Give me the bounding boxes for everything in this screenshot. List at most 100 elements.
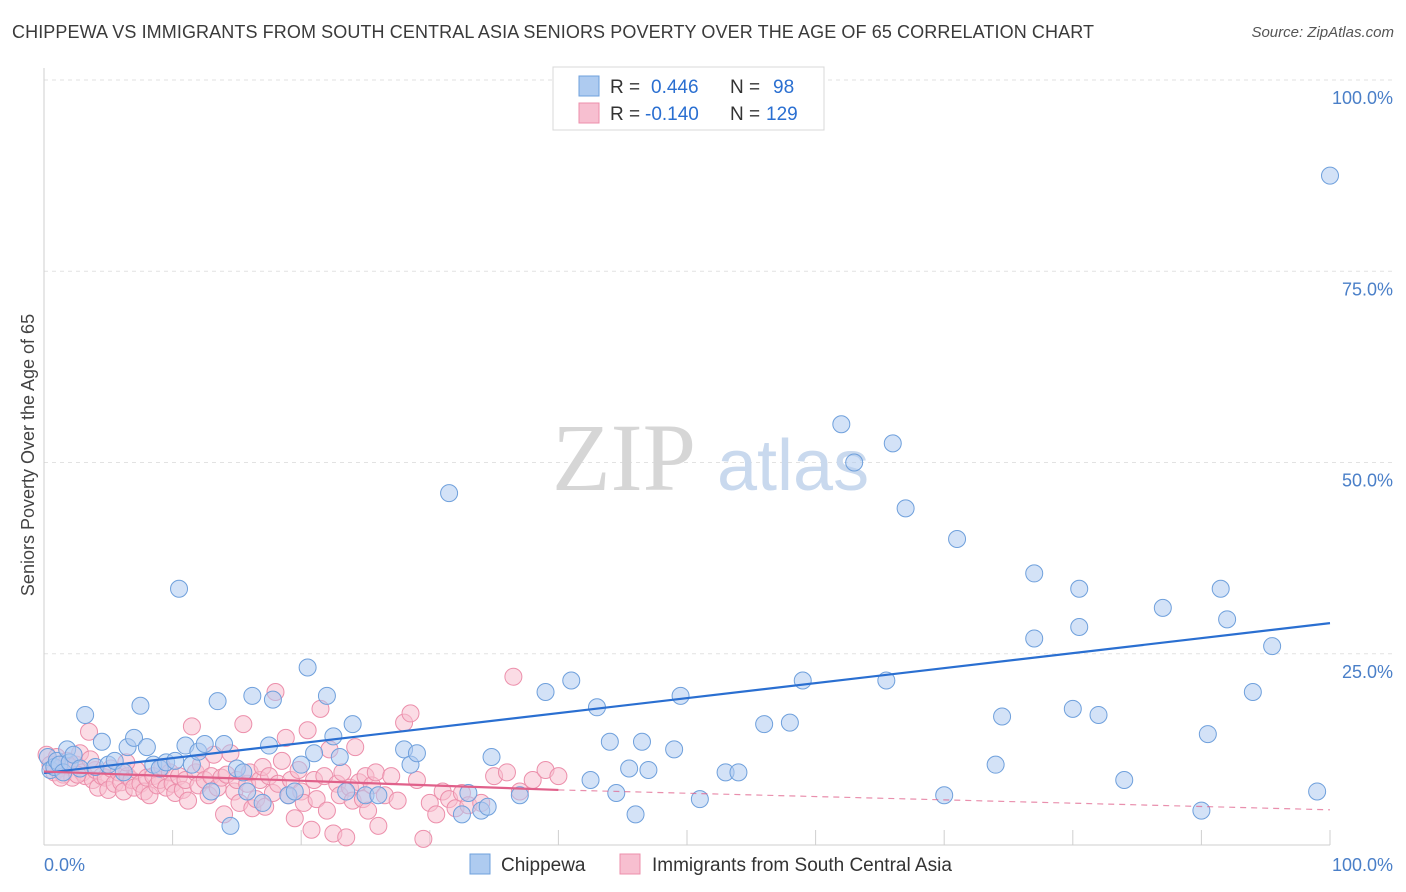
immigrants-point-93 [337,828,356,847]
chippewa-point-61 [510,786,529,805]
chippewa-point-90 [1025,629,1044,648]
immigrants-point-87 [317,801,336,820]
legend-r-value-1: 0.446 [651,77,699,98]
chippewa-point-81 [845,453,864,472]
trend-lines [43,622,1331,811]
immigrants-point-92 [333,763,352,782]
legend-n-value-2: 129 [766,104,798,125]
chippewa-point-56 [452,805,471,824]
chippewa-point-35 [238,782,257,801]
chippewa-point-84 [896,499,915,518]
immigrants-point-45 [182,717,201,736]
chippewa-point-19 [137,738,156,757]
chippewa-point-98 [1198,725,1217,744]
chippewa-point-70 [632,732,651,751]
immigrants-point-100 [359,801,378,820]
chippewa-point-78 [780,713,799,732]
chippewa-point-91 [1063,699,1082,718]
chippewa-point-45 [317,686,336,705]
chippewa-point-94 [1089,705,1108,724]
chippewa-point-69 [626,805,645,824]
immigrants-point-61 [234,715,253,734]
x-tick-labels: 0.0% 100.0% [44,855,1393,875]
chippewa-point-36 [243,686,262,705]
chippewa-point-87 [986,755,1005,774]
immigrants-point-121 [504,667,523,686]
chippewa-point-73 [671,686,690,705]
immigrants-point-74 [276,728,295,747]
legend-swatch-chippewa [578,75,600,97]
chippewa-point-12 [92,732,111,751]
series-chippewa-points [38,166,1339,835]
immigrants-point-110 [414,829,433,848]
chippewa-point-59 [478,797,497,816]
chippewa-point-86 [935,786,954,805]
chippewa-point-64 [581,770,600,789]
y-tick-label-2: 50.0% [1342,471,1393,491]
chippewa-point-15 [114,763,133,782]
chippewa-point-24 [170,579,189,598]
legend-r-label-2: R = [610,104,640,125]
chippewa-point-76 [729,763,748,782]
bottom-legend-swatch-immigrants [619,853,641,875]
bottom-legend-label-chippewa: Chippewa [501,855,586,876]
chippewa-point-44 [305,744,324,763]
legend-n-label-1: N = [730,77,760,98]
chippewa-point-39 [263,690,282,709]
chippewa-point-41 [285,782,304,801]
chippewa-point-28 [195,735,214,754]
chippewa-point-66 [600,732,619,751]
immigrants-trend-line-extension [558,789,1331,811]
bottom-legend-label-immigrants: Immigrants from South Central Asia [652,855,952,876]
x-tick-label-0: 0.0% [44,855,85,875]
chart-source: Source: ZipAtlas.com [1251,24,1394,41]
immigrants-point-84 [307,790,326,809]
immigrants-point-102 [366,763,385,782]
chippewa-point-54 [407,744,426,763]
chippewa-point-37 [253,793,272,812]
immigrants-point-125 [549,767,568,786]
chippewa-point-79 [793,671,812,690]
chippewa-point-99 [1211,579,1230,598]
chippewa-trend-line [43,622,1331,775]
legend-swatch-immigrants [578,102,600,124]
chart-title: CHIPPEWA VS IMMIGRANTS FROM SOUTH CENTRA… [12,22,1095,42]
immigrants-point-96 [346,738,365,757]
chippewa-point-97 [1192,801,1211,820]
immigrants-point-44 [179,791,198,810]
chippewa-point-88 [993,707,1012,726]
chippewa-point-49 [343,715,362,734]
chippewa-point-46 [324,727,343,746]
chippewa-point-100 [1218,610,1237,629]
chippewa-point-60 [482,748,501,767]
chippewa-point-51 [369,786,388,805]
chippewa-point-93 [1070,617,1089,636]
chippewa-point-67 [607,783,626,802]
chippewa-point-103 [1308,782,1327,801]
watermark-atlas: atlas [717,426,869,506]
chippewa-point-32 [221,816,240,835]
immigrants-point-82 [302,820,321,839]
y-axis-label: Seniors Poverty Over the Age of 65 [18,314,38,596]
chippewa-point-57 [459,783,478,802]
chippewa-point-77 [755,715,774,734]
chippewa-point-55 [440,484,459,503]
chippewa-point-34 [234,763,253,782]
watermark-zip: ZIP [552,404,696,511]
y-tick-label-0: 100.0% [1332,88,1393,108]
chippewa-point-104 [1321,166,1339,185]
immigrants-point-108 [401,704,420,723]
immigrants-point-13 [80,722,99,741]
chippewa-point-62 [536,683,555,701]
legend-r-label-1: R = [610,77,640,98]
chippewa-point-71 [639,761,658,780]
x-tick-label-1: 100.0% [1332,855,1393,875]
chippewa-point-43 [298,658,317,677]
chippewa-point-23 [166,751,185,770]
immigrants-trend-line [43,770,559,792]
chippewa-point-29 [202,782,221,801]
immigrants-point-120 [497,763,516,782]
stats-legend: R = 0.446 N = 98 R = -0.140 N = 129 [552,66,825,131]
immigrants-point-112 [427,805,446,824]
chippewa-point-10 [76,705,95,724]
